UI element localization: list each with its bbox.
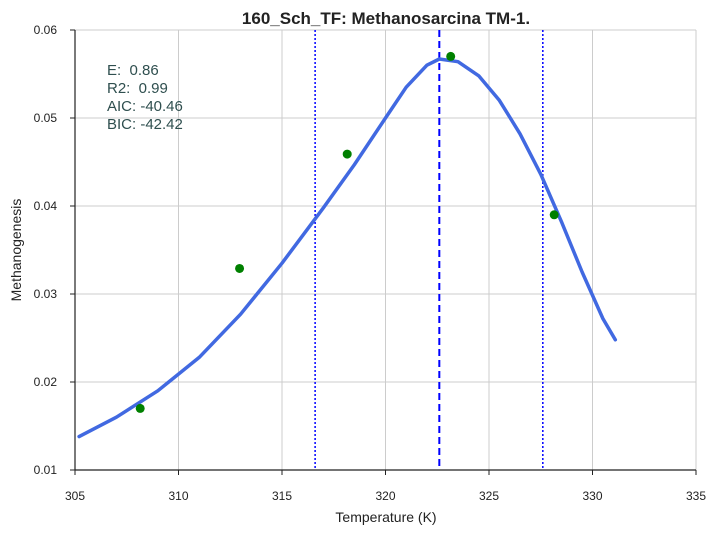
y-ticks: 0.01 0.02 0.03 0.04 0.05 0.06: [34, 23, 75, 477]
grid: [74, 29, 697, 471]
data-point: [446, 51, 456, 61]
x-axis-label: Temperature (K): [335, 509, 436, 525]
data-point: [342, 149, 352, 159]
x-tick-label: 305: [65, 489, 85, 503]
data-point: [235, 263, 245, 273]
x-tick-label: 325: [479, 489, 499, 503]
data-point: [549, 210, 559, 220]
fit-statistics: E: 0.86 R2: 0.99 AIC: -40.46 BIC: -42.42: [107, 62, 183, 133]
x-tick-label: 335: [686, 489, 706, 503]
stat-r2: R2: 0.99: [107, 80, 168, 97]
fit-curve: [77, 57, 618, 439]
y-axis-label: Methanogenesis: [8, 199, 24, 302]
chart-title: 160_Sch_TF: Methanosarcina TM-1.: [242, 9, 530, 28]
y-tick-label: 0.05: [34, 111, 58, 125]
y-tick-label: 0.06: [34, 23, 58, 37]
stat-e: E: 0.86: [107, 62, 159, 79]
fit-curve-group: [77, 57, 618, 439]
y-tick-label: 0.03: [34, 287, 58, 301]
x-tick-label: 310: [168, 489, 188, 503]
x-tick-label: 320: [375, 489, 395, 503]
x-tick-label: 315: [272, 489, 292, 503]
data-point: [135, 403, 145, 413]
y-tick-label: 0.02: [34, 375, 58, 389]
stat-bic: BIC: -42.42: [107, 116, 183, 133]
y-tick-label: 0.04: [34, 199, 58, 213]
vertical-lines: [314, 30, 544, 470]
data-points: [135, 51, 559, 413]
stat-aic: AIC: -40.46: [107, 98, 183, 115]
y-tick-label: 0.01: [34, 463, 58, 477]
x-ticks: 305 310 315 320 325 330 335: [65, 470, 706, 503]
x-tick-label: 330: [582, 489, 602, 503]
